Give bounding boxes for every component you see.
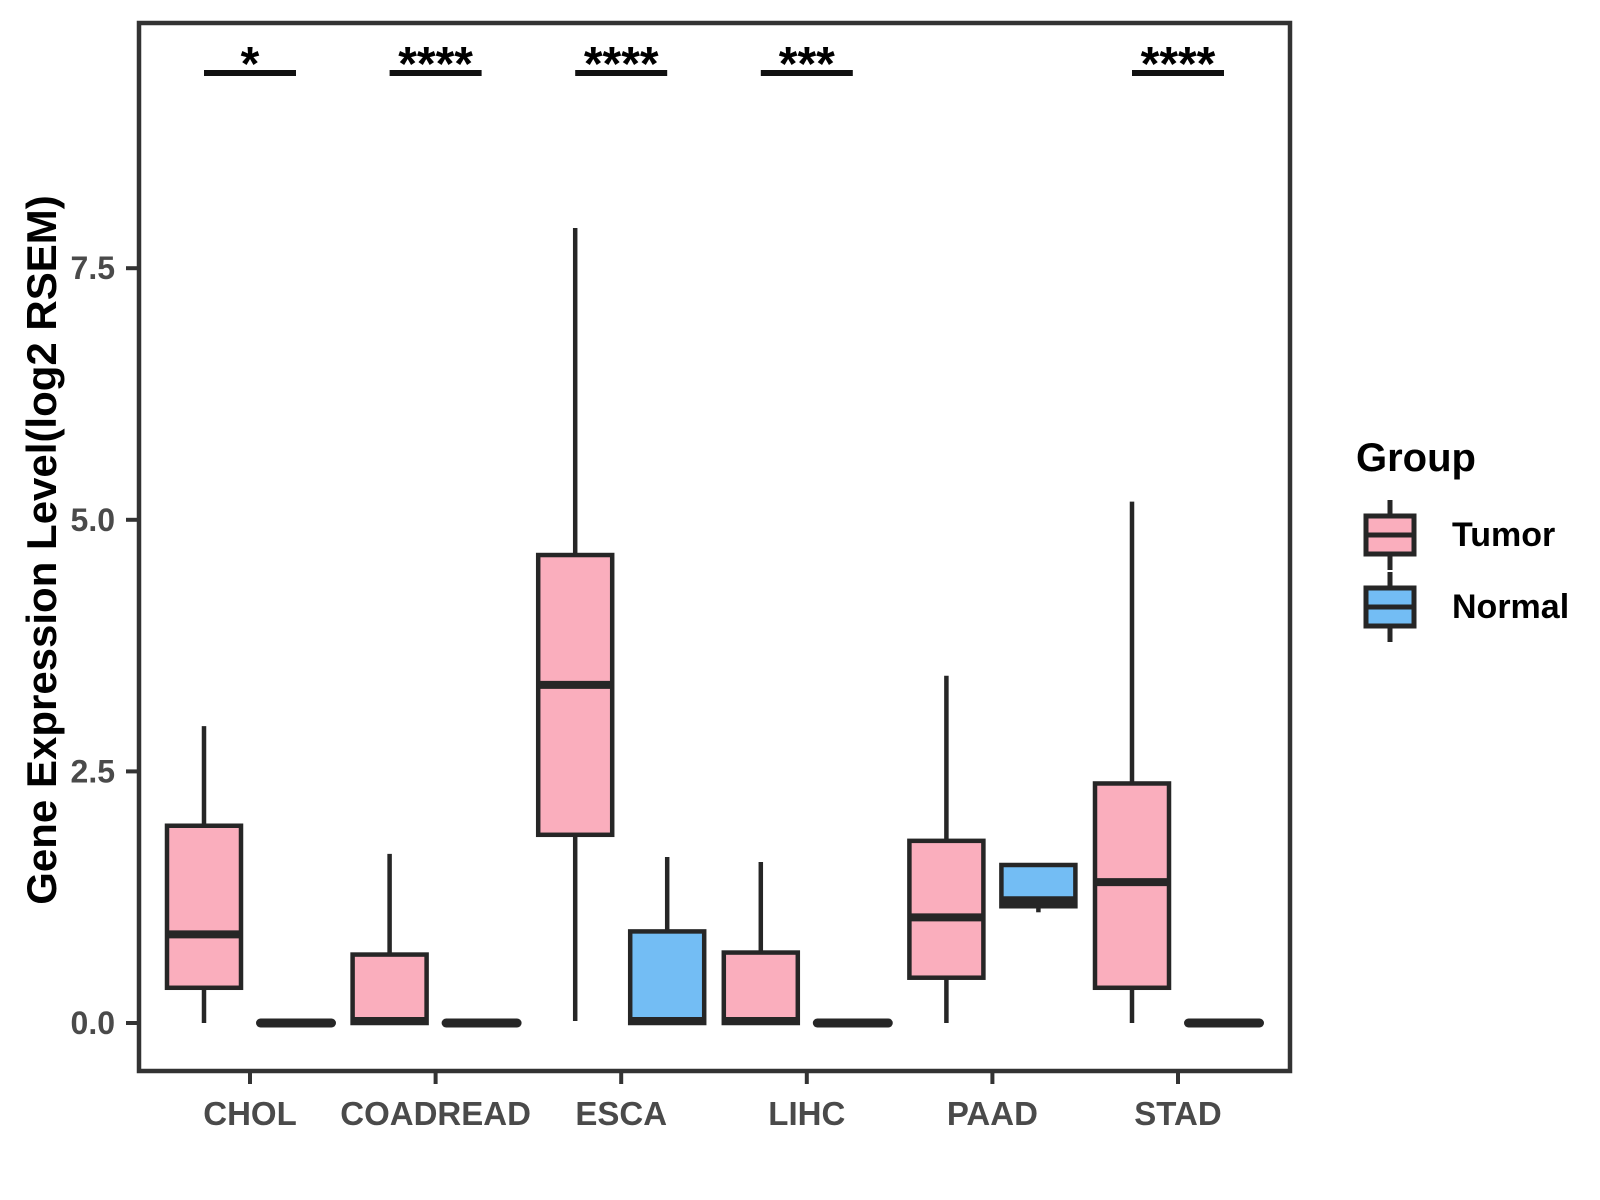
normal-boxplot-glyph (1363, 572, 1417, 642)
box-tumor-COADREAD (350, 952, 429, 1026)
box-tumor-ESCA (535, 552, 615, 838)
x-category-label: STAD (1134, 1095, 1221, 1132)
x-category-label: ESCA (575, 1095, 667, 1132)
significance-stars: * (241, 38, 260, 91)
box-tumor-CHOL (164, 823, 244, 991)
significance-stars: **** (398, 38, 473, 91)
tumor-boxplot-glyph (1363, 500, 1417, 570)
x-category-label: COADREAD (340, 1095, 531, 1132)
box-tumor-LIHC (721, 950, 801, 1026)
significance-bar (760, 70, 853, 76)
significance-stars: *** (779, 38, 835, 91)
legend-label-tumor: Tumor (1452, 515, 1556, 554)
y-axis-title: Gene Expression Level(log2 RSEM) (18, 195, 65, 905)
box-normal-LIHC (812, 1018, 893, 1028)
panel-border (136, 20, 1293, 1074)
legend: Group Tumor Normal (1330, 436, 1569, 643)
x-category-label: PAAD (947, 1095, 1038, 1132)
x-category-label: LIHC (768, 1095, 845, 1132)
box-normal-STAD (1184, 1018, 1264, 1028)
y-tick-label: 7.5 (71, 250, 115, 286)
box-normal-CHOL (256, 1018, 336, 1028)
legend-title: Group (1356, 436, 1476, 480)
legend-item-tumor: Tumor (1330, 499, 1569, 571)
y-tick-label: 2.5 (71, 753, 115, 789)
significance-bar (575, 70, 668, 76)
significance-bar (1132, 70, 1224, 76)
legend-label-normal: Normal (1452, 587, 1570, 626)
y-tick-label: 5.0 (71, 502, 115, 538)
significance-stars: **** (584, 38, 659, 91)
significance-stars: **** (1141, 38, 1216, 91)
box-normal-ESCA (627, 929, 707, 1026)
box-normal-COADREAD (441, 1018, 522, 1028)
significance-bar (389, 70, 482, 76)
y-tick-label: 0.0 (71, 1005, 115, 1041)
x-category-label: CHOL (203, 1095, 297, 1132)
significance-bar (204, 70, 296, 76)
box-tumor-PAAD (907, 838, 986, 980)
legend-item-normal: Normal (1330, 571, 1569, 643)
